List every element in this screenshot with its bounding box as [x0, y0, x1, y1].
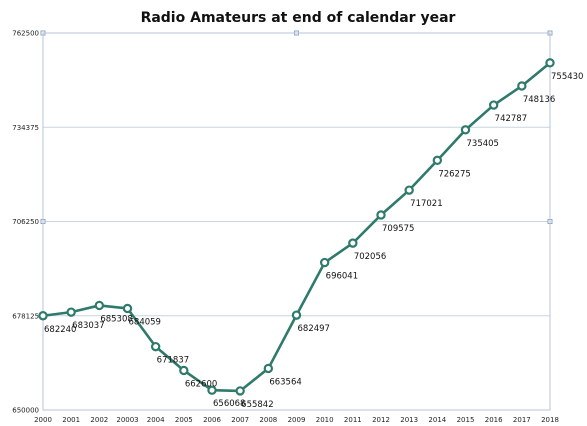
series-layer — [38, 58, 555, 396]
x-tick-label: 2002 — [90, 416, 108, 422]
data-point — [235, 386, 245, 396]
data-point — [432, 155, 443, 166]
y-tick-label: 762500 — [12, 30, 39, 38]
x-tick-label: 2008 — [259, 416, 277, 422]
x-tick-label: 20003 — [116, 416, 138, 422]
y-axis: 650000 678125 706250 734375 762500 — [12, 30, 39, 415]
x-tick-label: 2015 — [457, 416, 475, 422]
data-point — [348, 238, 358, 248]
data-point — [545, 58, 555, 68]
data-point — [376, 210, 386, 220]
data-label: 656068 — [213, 399, 245, 409]
x-tick-label: 2017 — [513, 416, 531, 422]
x-tick-label: 2014 — [428, 416, 446, 422]
data-label: 735405 — [467, 139, 499, 149]
data-point — [488, 100, 499, 110]
data-point — [460, 125, 471, 135]
grid-layer — [40, 30, 553, 317]
data-label: 682497 — [298, 324, 330, 334]
data-point — [38, 311, 48, 321]
data-label: 709575 — [382, 224, 414, 234]
y-tick-label: 734375 — [12, 124, 39, 132]
x-tick-label: 2011 — [344, 416, 362, 422]
data-point — [517, 81, 527, 91]
data-label: 702056 — [354, 252, 386, 262]
x-tick-label: 2013 — [400, 416, 418, 422]
x-tick-label: 2006 — [203, 416, 221, 422]
x-tick-label: 2018 — [541, 416, 559, 422]
x-tick-label: 2016 — [485, 416, 503, 422]
data-label: 655842 — [241, 400, 273, 410]
data-label: 755430 — [551, 72, 583, 82]
x-tick-label: 2004 — [147, 416, 165, 422]
data-label: 662600 — [185, 379, 217, 389]
y-tick-label: 650000 — [12, 407, 39, 415]
data-point — [150, 341, 161, 352]
data-label: 717021 — [410, 199, 442, 209]
data-point — [207, 385, 217, 395]
x-tick-label: 2009 — [288, 416, 306, 422]
x-axis: 2000 2001 2002 20003 2004 2005 2006 2007 2008 200… — [34, 416, 559, 424]
plot-area — [42, 32, 551, 411]
data-point — [94, 300, 105, 311]
y-tick-label: 706250 — [12, 218, 39, 226]
data-point — [179, 365, 189, 376]
data-label: 748136 — [523, 95, 555, 105]
data-point — [291, 310, 302, 320]
data-label: 683037 — [72, 321, 104, 331]
data-label: 696041 — [326, 272, 358, 282]
x-tick-label: 2005 — [175, 416, 193, 422]
data-label: 682240 — [44, 325, 76, 335]
x-tick-label: 2000 — [34, 416, 52, 422]
data-label: 671837 — [157, 356, 189, 366]
x-tick-label: 2012 — [372, 416, 390, 422]
x-tick-label: 2010 — [316, 416, 334, 422]
data-point — [319, 257, 330, 268]
x-tick-label: 2001 — [62, 416, 80, 422]
data-label: 684059 — [129, 317, 161, 327]
data-point — [66, 307, 76, 317]
data-point — [404, 185, 414, 195]
data-point — [263, 363, 274, 374]
data-label: 685308 — [100, 314, 132, 324]
chart-title: Radio Amateurs at end of calendar year — [141, 10, 456, 26]
y-tick-label: 678125 — [12, 312, 39, 320]
data-label: 663564 — [269, 377, 301, 387]
data-point — [122, 303, 133, 314]
data-label: 742787 — [495, 114, 527, 124]
data-label: 726275 — [438, 169, 470, 179]
x-tick-label: 2007 — [231, 416, 249, 422]
series-line — [42, 61, 551, 393]
